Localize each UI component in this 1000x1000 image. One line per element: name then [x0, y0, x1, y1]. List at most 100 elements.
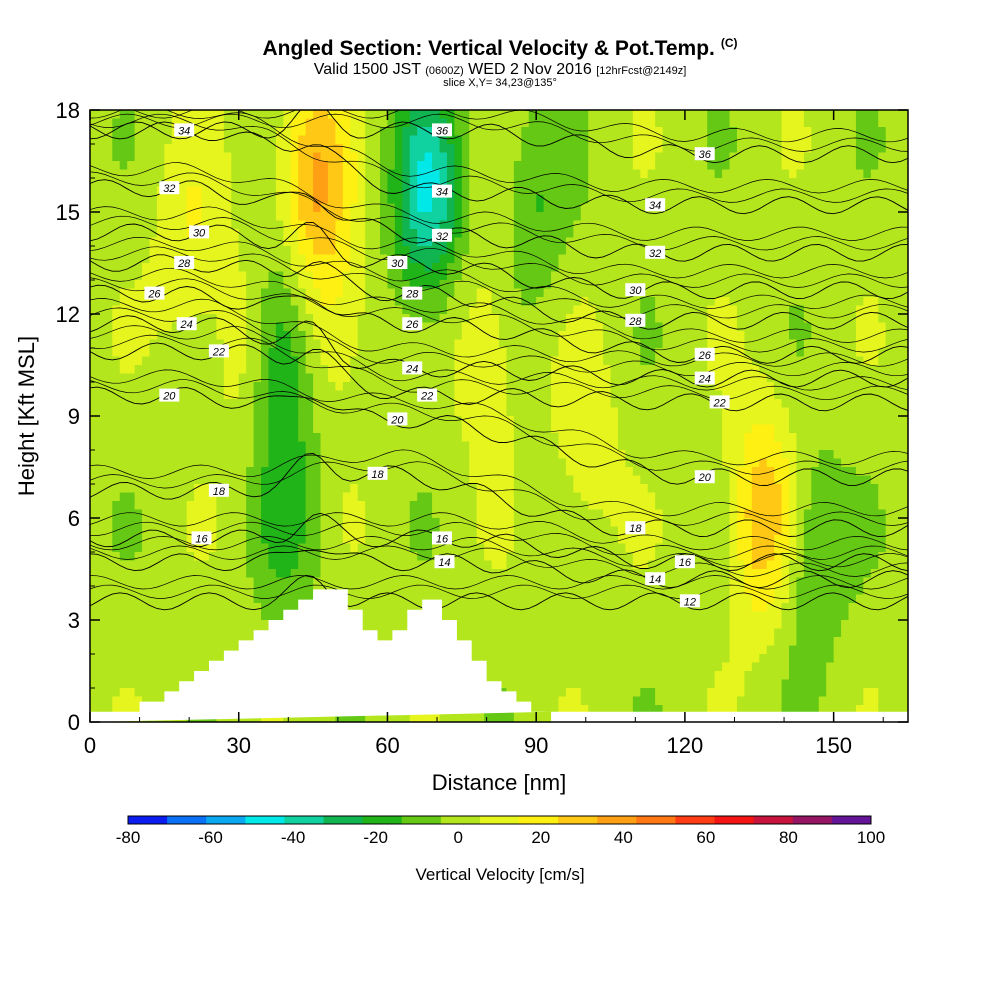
velocity-cell — [253, 322, 262, 332]
velocity-cell — [551, 543, 560, 553]
velocity-cell — [90, 688, 99, 698]
velocity-cell — [402, 348, 411, 358]
velocity-cell — [186, 560, 195, 570]
velocity-cell — [491, 407, 500, 417]
velocity-cell — [365, 263, 374, 273]
velocity-cell — [595, 144, 604, 154]
velocity-cell — [499, 399, 508, 409]
velocity-cell — [565, 628, 574, 638]
velocity-cell — [394, 220, 403, 230]
velocity-cell — [179, 492, 188, 502]
velocity-cell — [580, 373, 589, 383]
velocity-cell — [342, 161, 351, 171]
velocity-cell — [528, 492, 537, 502]
velocity-cell — [90, 586, 99, 596]
velocity-cell — [387, 186, 396, 196]
velocity-cell — [201, 407, 210, 417]
velocity-cell — [156, 594, 165, 604]
velocity-cell — [469, 475, 478, 485]
velocity-cell — [543, 229, 552, 239]
velocity-cell — [543, 127, 552, 137]
velocity-cell — [201, 220, 210, 230]
velocity-cell — [142, 586, 151, 596]
velocity-cell — [394, 594, 403, 604]
velocity-cell — [558, 416, 567, 426]
velocity-cell — [156, 280, 165, 290]
velocity-cell — [484, 713, 493, 722]
velocity-cell — [461, 161, 470, 171]
velocity-cell — [97, 178, 106, 188]
velocity-cell — [595, 339, 604, 349]
velocity-cell — [313, 518, 322, 528]
velocity-cell — [186, 458, 195, 468]
velocity-cell — [521, 594, 530, 604]
velocity-cell — [417, 509, 426, 519]
velocity-cell — [313, 254, 322, 264]
velocity-cell — [134, 254, 143, 264]
velocity-cell — [186, 339, 195, 349]
velocity-cell — [350, 135, 359, 145]
velocity-cell — [565, 305, 574, 315]
velocity-cell — [603, 254, 612, 264]
velocity-cell — [461, 322, 470, 332]
velocity-cell — [298, 552, 307, 562]
velocity-cell — [551, 577, 560, 587]
velocity-cell — [112, 135, 121, 145]
velocity-cell — [201, 441, 210, 451]
velocity-cell — [283, 552, 292, 562]
velocity-cell — [127, 433, 136, 443]
velocity-cell — [194, 586, 203, 596]
velocity-cell — [372, 365, 381, 375]
velocity-cell — [424, 237, 433, 247]
velocity-cell — [558, 654, 567, 664]
velocity-cell — [179, 424, 188, 434]
velocity-cell — [104, 356, 113, 366]
velocity-cell — [506, 645, 515, 655]
velocity-cell — [372, 526, 381, 536]
velocity-cell — [417, 356, 426, 366]
velocity-cell — [231, 288, 240, 298]
velocity-cell — [149, 203, 158, 213]
velocity-cell — [580, 186, 589, 196]
velocity-cell — [305, 433, 314, 443]
velocity-cell — [595, 237, 604, 247]
velocity-cell — [327, 450, 336, 460]
velocity-cell — [231, 407, 240, 417]
velocity-cell — [476, 586, 485, 596]
velocity-cell — [275, 492, 284, 502]
velocity-cell — [238, 407, 247, 417]
velocity-cell — [424, 127, 433, 137]
velocity-cell — [402, 441, 411, 451]
velocity-cell — [201, 169, 210, 179]
velocity-cell — [580, 254, 589, 264]
velocity-cell — [90, 433, 99, 443]
velocity-cell — [171, 322, 180, 332]
velocity-cell — [216, 288, 225, 298]
velocity-cell — [565, 390, 574, 400]
velocity-cell — [119, 509, 128, 519]
velocity-cell — [320, 543, 329, 553]
velocity-cell — [305, 560, 314, 570]
velocity-cell — [90, 467, 99, 477]
velocity-cell — [194, 322, 203, 332]
velocity-cell — [142, 246, 151, 256]
velocity-cell — [521, 365, 530, 375]
velocity-cell — [231, 399, 240, 409]
velocity-cell — [253, 526, 262, 536]
velocity-cell — [305, 127, 314, 137]
velocity-cell — [409, 424, 418, 434]
velocity-cell — [439, 356, 448, 366]
velocity-cell — [506, 509, 515, 519]
velocity-cell — [424, 518, 433, 528]
velocity-cell — [194, 382, 203, 392]
velocity-cell — [275, 577, 284, 587]
velocity-cell — [320, 475, 329, 485]
velocity-cell — [365, 509, 374, 519]
velocity-cell — [380, 229, 389, 239]
velocity-cell — [491, 662, 500, 672]
velocity-cell — [506, 535, 515, 545]
velocity-cell — [142, 654, 151, 664]
velocity-cell — [394, 135, 403, 145]
velocity-cell — [97, 229, 106, 239]
velocity-cell — [543, 688, 552, 698]
